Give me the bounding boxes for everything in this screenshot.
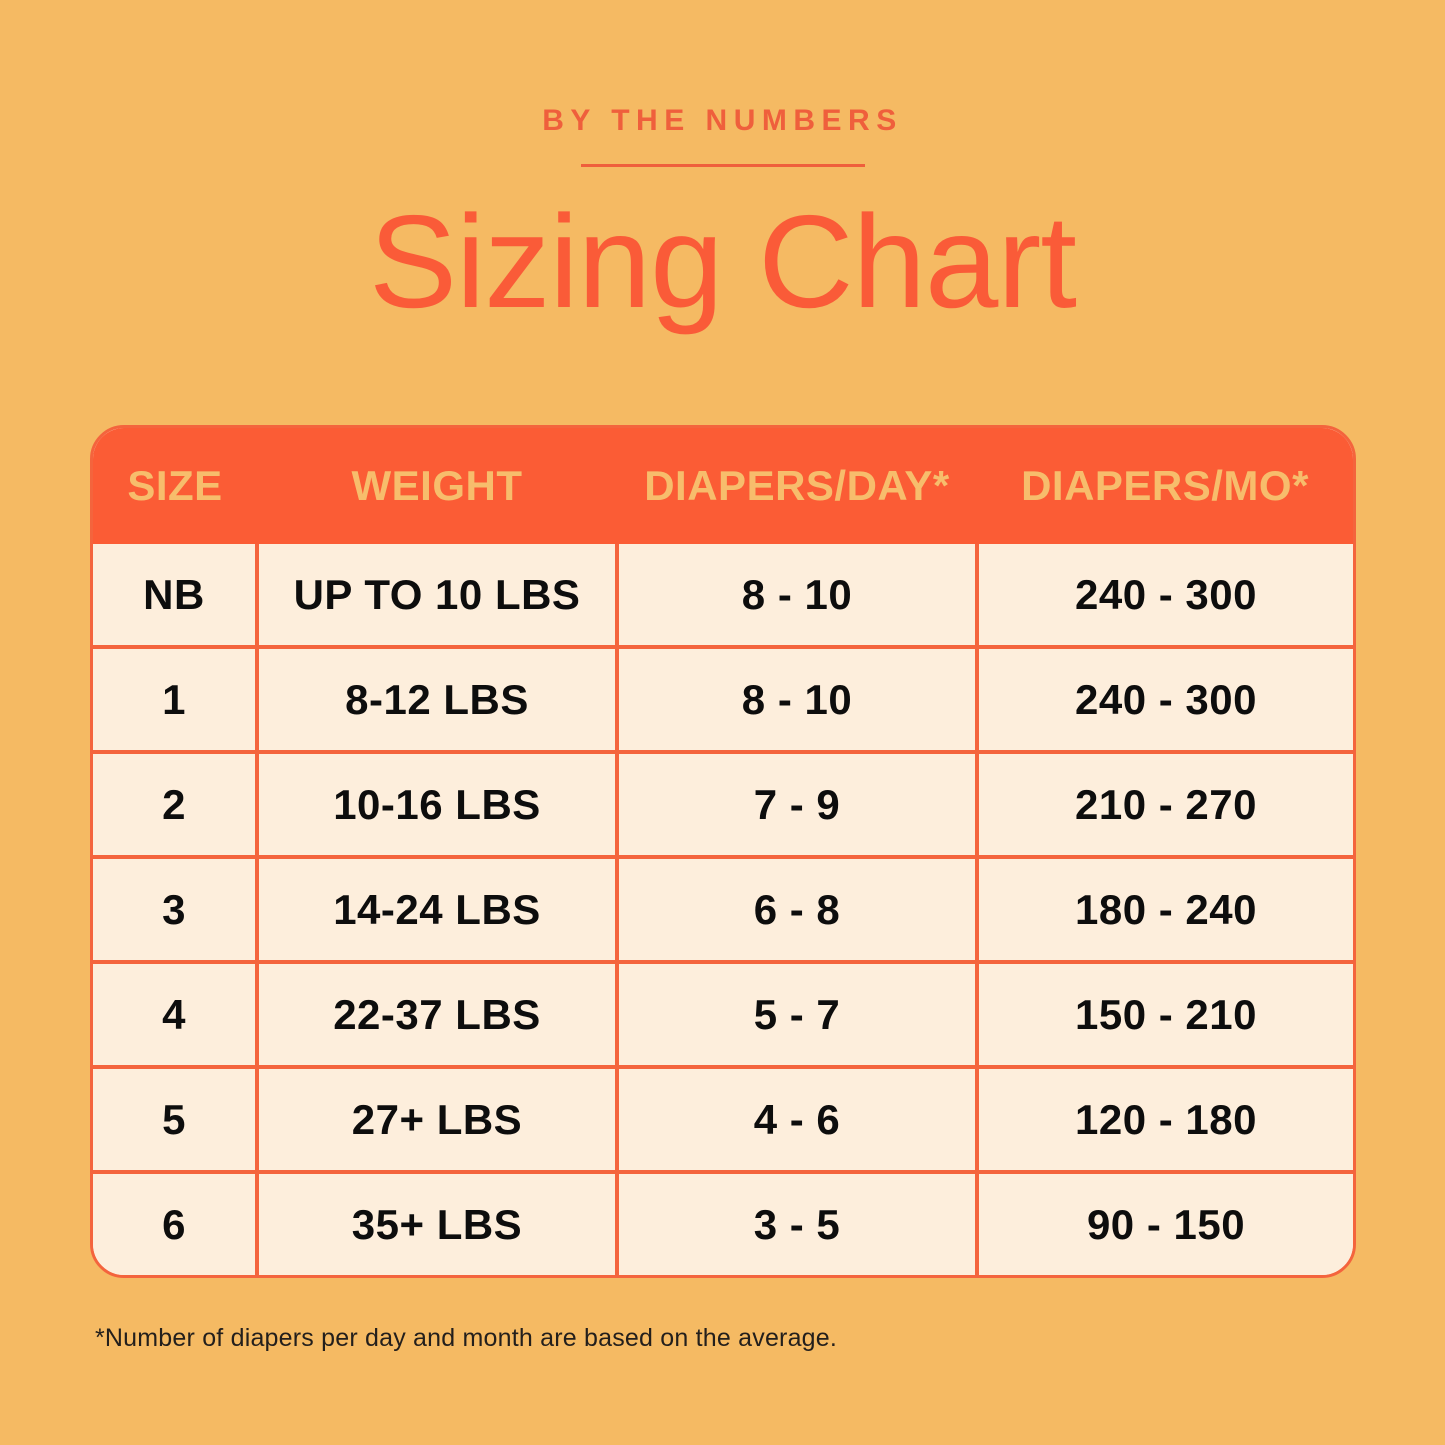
page-header: BY THE NUMBERS Sizing Chart [0,106,1445,332]
page-title: Sizing Chart [369,188,1077,335]
cell-weight: 22-37 LBS [255,960,617,1067]
cell-size: 3 [93,855,257,962]
cell-size: 2 [93,750,257,857]
sizing-table: SIZE WEIGHT DIAPERS/DAY* DIAPERS/MO* NB … [93,428,1353,1275]
column-header-diapers-day: DIAPERS/DAY* [644,462,950,509]
cell-diapers-mo: 150 - 210 [975,960,1353,1067]
footnote-text: *Number of diapers per day and month are… [95,1324,838,1352]
cell-weight: 10-16 LBS [255,750,617,857]
column-header-weight: WEIGHT [351,462,523,509]
cell-diapers-mo: 120 - 180 [975,1065,1353,1172]
cell-diapers-mo: 240 - 300 [975,544,1353,647]
eyebrow-label: BY THE NUMBERS [542,104,903,137]
cell-weight: UP TO 10 LBS [255,544,617,647]
cell-diapers-day: 8 - 10 [615,645,977,752]
column-header-diapers-mo: DIAPERS/MO* [1021,462,1309,509]
cell-diapers-mo: 210 - 270 [975,750,1353,857]
cell-size: 4 [93,960,257,1067]
cell-size: 1 [93,645,257,752]
sizing-table-container: SIZE WEIGHT DIAPERS/DAY* DIAPERS/MO* NB … [90,425,1356,1278]
cell-diapers-day: 3 - 5 [615,1170,977,1275]
cell-weight: 14-24 LBS [255,855,617,962]
table-row: 6 35+ LBS 3 - 5 90 - 150 [93,1170,1353,1275]
cell-weight: 35+ LBS [255,1170,617,1275]
table-body: NB UP TO 10 LBS 8 - 10 240 - 300 1 8-12 … [93,544,1353,1275]
table-row: 1 8-12 LBS 8 - 10 240 - 300 [93,645,1353,752]
cell-weight: 8-12 LBS [255,645,617,752]
cell-diapers-mo: 90 - 150 [975,1170,1353,1275]
table-row: 3 14-24 LBS 6 - 8 180 - 240 [93,855,1353,962]
table-header: SIZE WEIGHT DIAPERS/DAY* DIAPERS/MO* [93,428,1353,544]
cell-diapers-mo: 240 - 300 [975,645,1353,752]
cell-diapers-day: 4 - 6 [615,1065,977,1172]
cell-diapers-day: 7 - 9 [615,750,977,857]
cell-diapers-day: 8 - 10 [615,544,977,647]
table-row: 5 27+ LBS 4 - 6 120 - 180 [93,1065,1353,1172]
column-header-size: SIZE [127,462,223,509]
table-row: NB UP TO 10 LBS 8 - 10 240 - 300 [93,544,1353,647]
table-row: 2 10-16 LBS 7 - 9 210 - 270 [93,750,1353,857]
table-row: 4 22-37 LBS 5 - 7 150 - 210 [93,960,1353,1067]
cell-size: 5 [93,1065,257,1172]
cell-weight: 27+ LBS [255,1065,617,1172]
cell-size: 6 [93,1170,257,1275]
cell-diapers-mo: 180 - 240 [975,855,1353,962]
eyebrow-divider [580,164,865,167]
cell-size: NB [93,544,257,647]
table-header-row: SIZE WEIGHT DIAPERS/DAY* DIAPERS/MO* [93,428,1353,544]
cell-diapers-day: 5 - 7 [615,960,977,1067]
cell-diapers-day: 6 - 8 [615,855,977,962]
